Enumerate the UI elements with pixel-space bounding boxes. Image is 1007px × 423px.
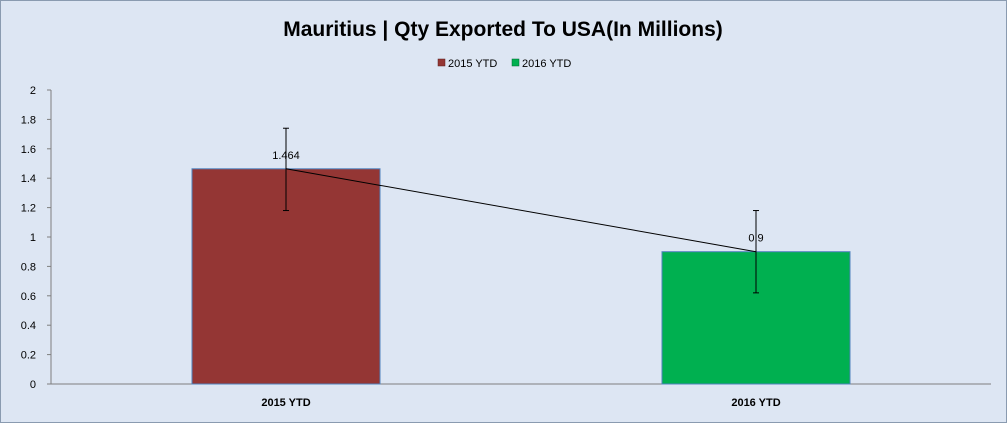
chart-title: Mauritius | Qty Exported To USA(In Milli…	[283, 18, 723, 41]
x-tick-label: 2015 YTD	[261, 397, 310, 409]
y-tick-label: 1.2	[21, 203, 36, 215]
y-tick-label: 0	[30, 379, 36, 391]
y-tick-label: 1.8	[21, 114, 36, 126]
y-tick-label: 1	[30, 232, 36, 244]
y-tick-label: 0.2	[21, 350, 36, 362]
legend-label-2015-ytd: 2015 YTD	[448, 58, 497, 70]
y-tick-label: 0.8	[21, 261, 36, 273]
y-tick-label: 1.4	[21, 173, 36, 185]
y-tick-label: 1.6	[21, 144, 36, 156]
legend-label-2016-ytd: 2016 YTD	[522, 58, 571, 70]
plot-area: 0 0.2 0.4 0.6 0.8 1 1.2 1.4 1.6 1.8 2 2015 YTD 2016 …	[21, 85, 991, 409]
y-tick-label: 0.4	[21, 320, 36, 332]
trend-line	[285, 168, 757, 253]
data-label: 0.9	[748, 233, 763, 245]
y-tick-label: 0.6	[21, 291, 36, 303]
legend-swatch-2015-ytd	[437, 58, 446, 67]
data-label: 1.464	[272, 150, 300, 162]
legend-swatch-2016-ytd	[511, 58, 520, 67]
y-tick-label: 2	[30, 85, 36, 97]
legend: 2015 YTD 2016 YTD	[437, 58, 571, 70]
x-tick-label: 2016 YTD	[731, 397, 780, 409]
